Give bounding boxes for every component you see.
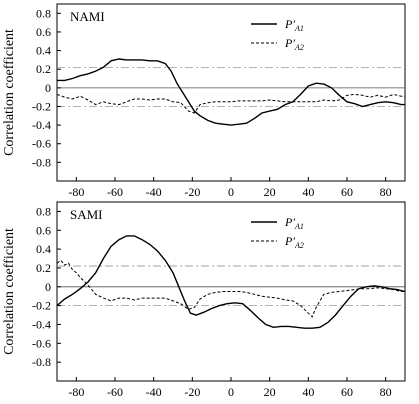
y-tick-label: 0.2 xyxy=(36,62,51,76)
x-tick-label: 0 xyxy=(228,385,234,399)
y-tick-label: 0.4 xyxy=(36,44,51,58)
series-line-dashed xyxy=(56,259,405,318)
y-tick-label: -0.6 xyxy=(32,336,51,350)
legend-label: P′A1 xyxy=(284,17,304,33)
plot-frame xyxy=(56,3,406,182)
y-axis-label: Correlation coefficient xyxy=(2,228,17,355)
x-tick-label: 40 xyxy=(302,185,314,199)
x-tick-label: -80 xyxy=(68,385,84,399)
legend-label: P′A2 xyxy=(284,36,304,52)
y-tick-label: -0.6 xyxy=(32,137,51,151)
legend-label: P′A1 xyxy=(284,215,304,231)
y-tick-label: 0.8 xyxy=(36,6,51,20)
y-tick-label: -0.4 xyxy=(32,317,51,331)
panel-label: SAMI xyxy=(70,207,103,222)
legend-label: P′A2 xyxy=(284,234,304,250)
x-tick-label: 60 xyxy=(341,385,353,399)
x-tick-label: 20 xyxy=(264,185,276,199)
y-tick-label: 0.8 xyxy=(36,204,51,218)
y-tick-label: 0.6 xyxy=(36,25,51,39)
y-tick-label: 0.4 xyxy=(36,242,51,256)
x-tick-label: 60 xyxy=(341,185,353,199)
y-tick-label: -0.2 xyxy=(32,299,51,313)
y-tick-label: 0 xyxy=(45,280,51,294)
x-tick-label: -80 xyxy=(68,185,84,199)
chart-panel-sami: 0.8 0.6 0.4 0.2 0 -0.2 -0.4 -0.6 -0.8 -80 -60 -40 -2… xyxy=(2,201,406,399)
x-tick-label: 80 xyxy=(380,185,392,199)
legend: P′A1 P′A2 xyxy=(251,17,304,52)
x-tick-label: -60 xyxy=(107,185,123,199)
y-tick-label: -0.8 xyxy=(32,355,51,369)
x-tick-label: -40 xyxy=(146,385,162,399)
y-tick-label: -0.4 xyxy=(32,118,51,132)
legend: P′A1 P′A2 xyxy=(251,215,304,250)
y-tick-label: -0.2 xyxy=(32,99,51,113)
x-tick-label: 40 xyxy=(302,385,314,399)
x-tick-label: 0 xyxy=(228,185,234,199)
series-line-solid xyxy=(56,235,406,329)
x-tick-label: -40 xyxy=(146,185,162,199)
panel-label: NAMI xyxy=(70,9,105,24)
y-axis-label: Correlation coefficient xyxy=(2,29,17,156)
x-tick-label: 20 xyxy=(264,385,276,399)
plot-frame xyxy=(56,201,406,382)
chart-panel-nami: 0.8 0.6 0.4 0.2 0 -0.2 -0.4 -0.6 -0.8 -80 -60 -40 -2… xyxy=(2,3,406,199)
x-tick-label: -20 xyxy=(184,385,200,399)
x-tick-label: 80 xyxy=(380,385,392,399)
y-tick-label: 0.2 xyxy=(36,261,51,275)
series-line-solid xyxy=(57,58,405,126)
y-tick-label: -0.8 xyxy=(32,155,51,169)
y-tick-label: 0.6 xyxy=(36,223,51,237)
x-tick-label: -20 xyxy=(184,185,200,199)
x-tick-label: -60 xyxy=(107,385,123,399)
y-tick-label: 0 xyxy=(45,81,51,95)
